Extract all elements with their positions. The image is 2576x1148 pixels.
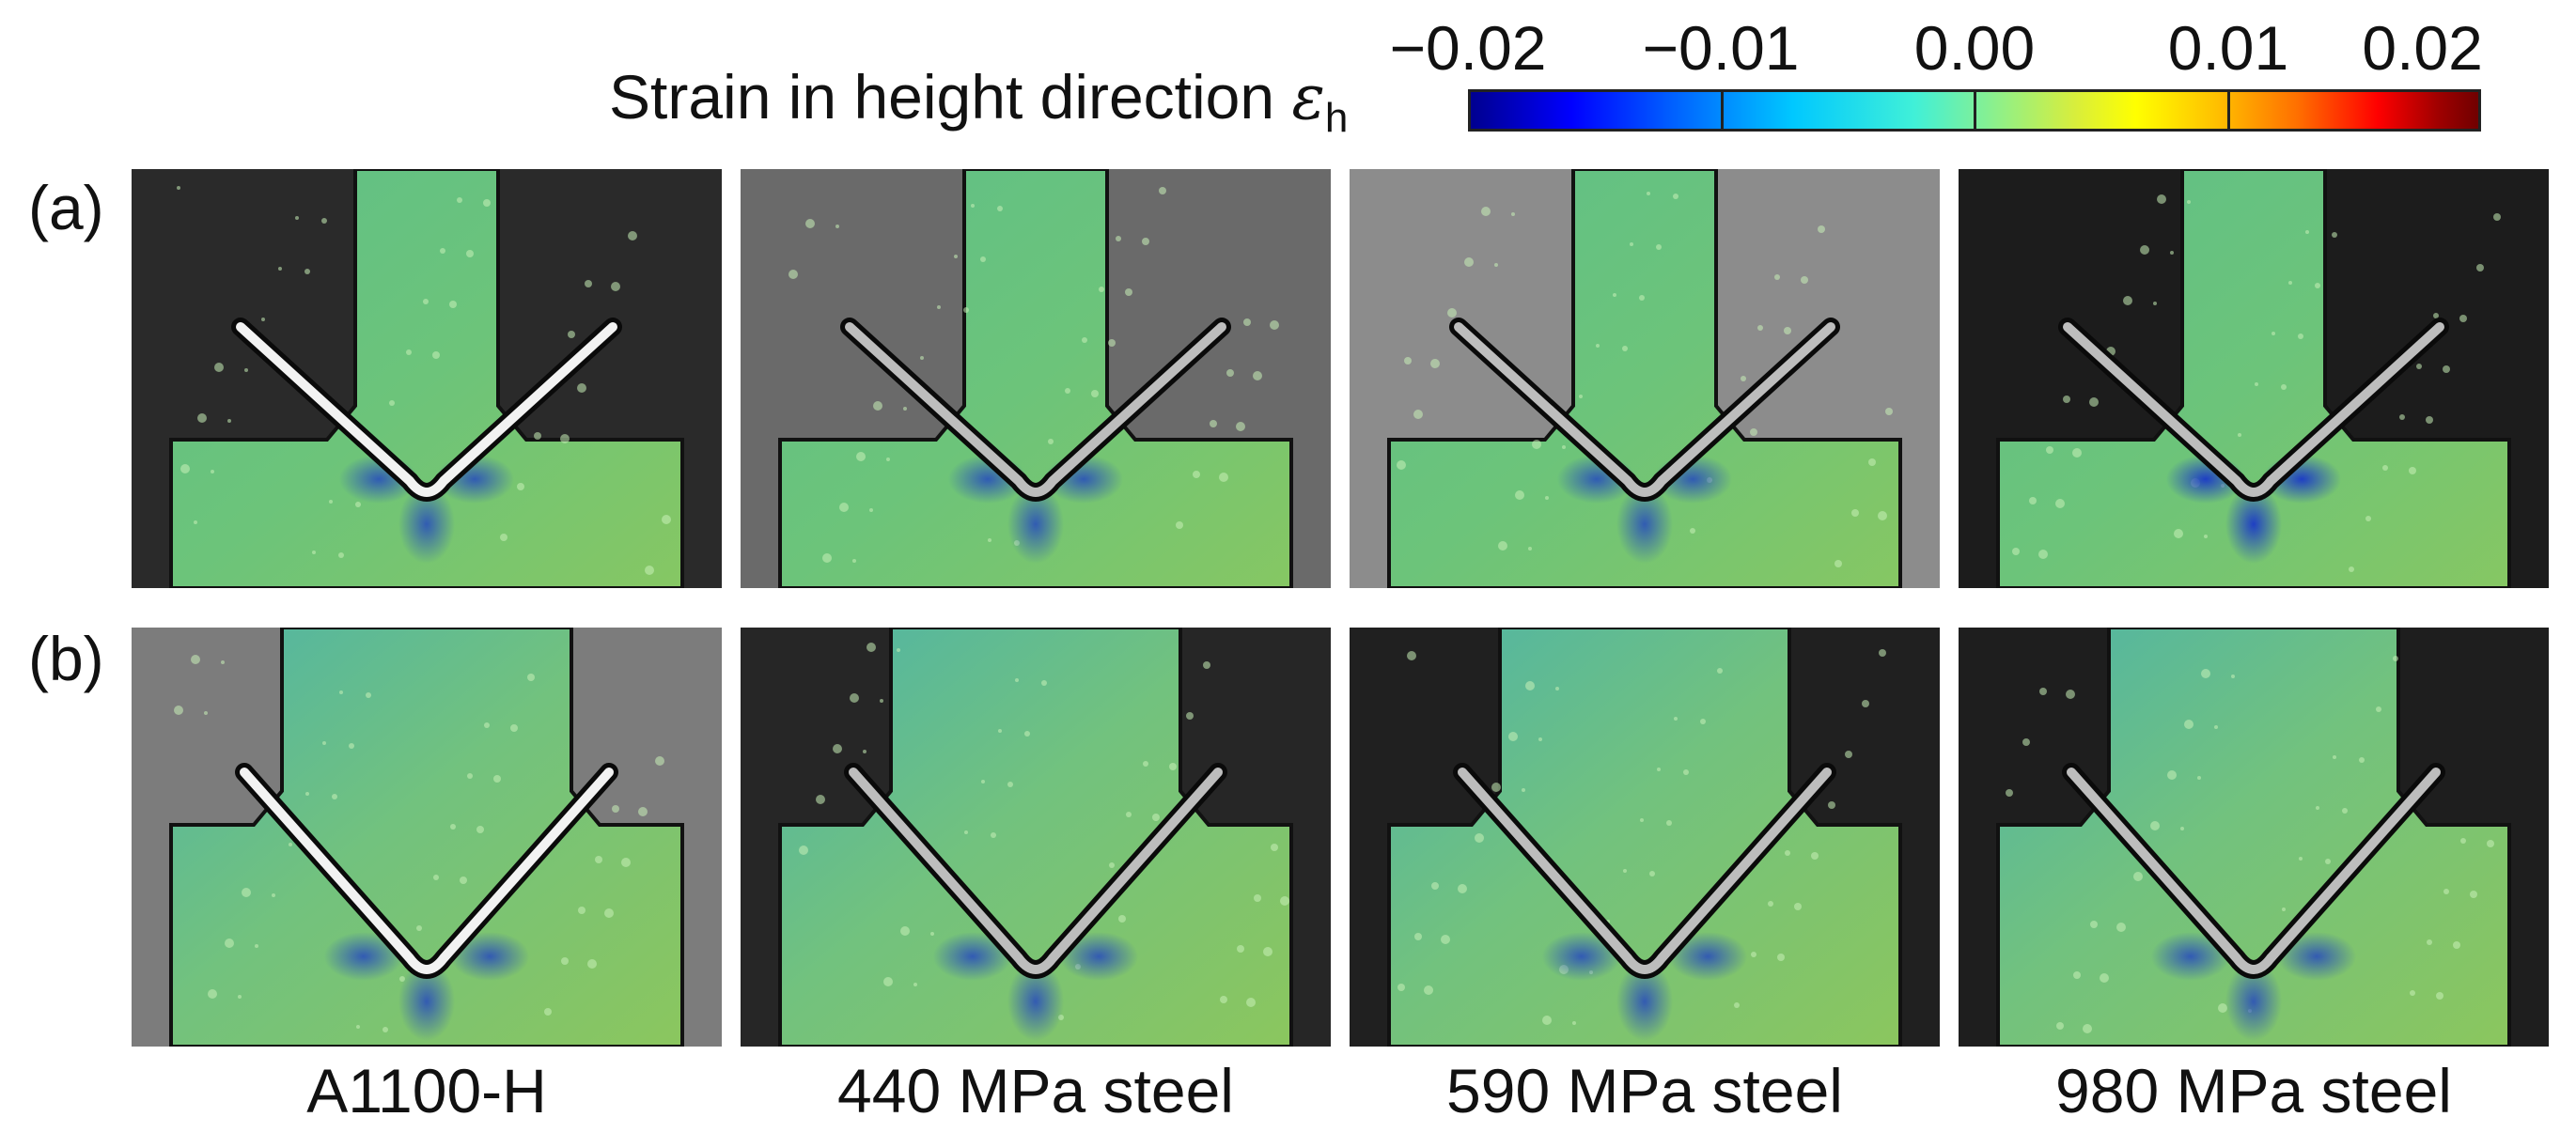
strain-field-panel	[1350, 628, 1940, 1047]
column-label-440-mpa-steel: 440 MPa steel	[837, 1056, 1234, 1125]
strain-subscript: h	[1324, 95, 1349, 141]
column-label-a1100-h: A1100-H	[306, 1056, 547, 1125]
strain-field-panel	[132, 628, 722, 1047]
colorbar-tick	[1721, 92, 1724, 129]
colorbar-tick-label: 0.00	[1913, 13, 2036, 83]
strain-symbol: ε	[1291, 61, 1325, 133]
colorbar-tick-label: 0.01	[2167, 13, 2289, 83]
colorbar-tick-label: −0.02	[1389, 13, 1547, 83]
strain-field-panel	[132, 169, 722, 588]
strain-field-panel	[741, 169, 1331, 588]
strain-field-panel	[1350, 169, 1940, 588]
row-label-b: (b)	[28, 624, 104, 693]
column-label-980-mpa-steel: 980 MPa steel	[2055, 1056, 2452, 1125]
strain-field-panel	[1959, 628, 2549, 1047]
row-label-a: (a)	[28, 173, 104, 242]
strain-field-panel	[741, 628, 1331, 1047]
colorbar-tick-label: −0.01	[1642, 13, 1800, 83]
colorbar-label: Strain in height direction εh	[609, 61, 1349, 141]
column-label-590-mpa-steel: 590 MPa steel	[1446, 1056, 1843, 1125]
colorbar-tick	[1974, 92, 1976, 129]
colorbar-tick	[2227, 92, 2230, 129]
strain-field-panel	[1959, 169, 2549, 588]
colorbar-tick-label: 0.02	[2362, 13, 2483, 83]
colorbar	[1468, 89, 2481, 132]
